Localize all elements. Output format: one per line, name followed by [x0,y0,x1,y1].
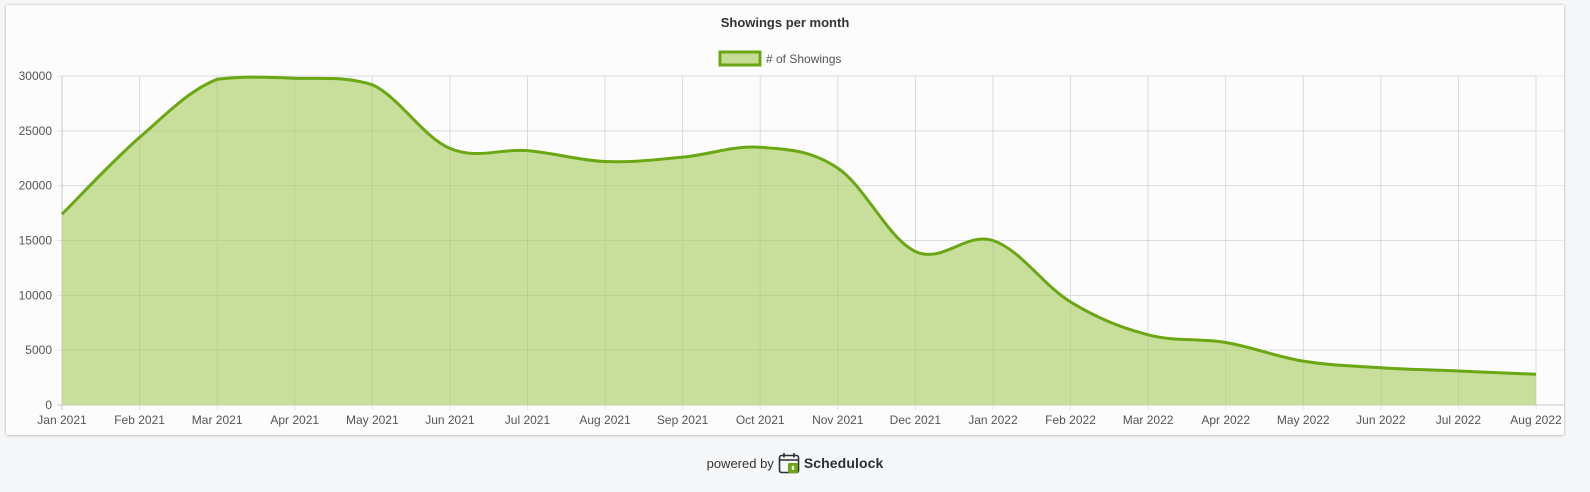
x-tick-label: Jan 2022 [968,413,1018,427]
data-point [447,145,453,151]
x-tick-label: May 2021 [346,413,399,427]
data-point [1068,299,1074,305]
brand-link[interactable]: Schedulock [778,452,884,474]
chart-title: Showings per month [720,15,850,30]
data-point [59,211,65,217]
data-point [137,134,143,140]
y-tick-label: 15000 [19,234,53,248]
x-tick-label: Nov 2021 [812,413,864,427]
x-tick-label: Jan 2021 [37,413,87,427]
area-chart: 0 5000 10000 15000 20000 25000 30000 Jan 2021 Fe… [19,50,1564,427]
x-tick-label: Jul 2022 [1436,413,1482,427]
data-point [602,159,608,165]
data-point [680,154,686,160]
data-point [990,238,996,244]
brand-name: Schedulock [803,455,884,471]
data-point [292,75,298,81]
x-tick-label: Aug 2022 [1510,413,1562,427]
data-point [1145,332,1151,338]
data-point [1300,358,1306,364]
y-tick-label: 5000 [25,343,52,357]
data-point [369,82,375,88]
data-point [524,148,530,154]
x-tick-label: Feb 2022 [1045,413,1096,427]
x-tick-label: Mar 2021 [192,413,243,427]
data-point [835,165,841,171]
data-point [912,248,918,254]
y-tick-label: 25000 [19,124,53,138]
x-tick-label: Dec 2021 [890,413,942,427]
y-tick-label: 30000 [19,69,53,83]
x-tick-label: May 2022 [1277,413,1330,427]
data-point [1533,371,1539,377]
y-tick-label: 10000 [19,288,53,302]
legend-label[interactable]: # of Showings [766,52,841,66]
data-point [1455,368,1461,374]
y-tick-label: 20000 [19,179,53,193]
calendar-lock-icon [778,453,800,474]
data-point [214,76,220,82]
chart-card: Showings per month 0 5000 10000 15000 20000 2… [6,5,1564,435]
data-point [757,144,763,150]
powered-by-text: powered by [706,455,774,471]
x-tick-label: Oct 2021 [736,413,785,427]
x-tick-label: Jul 2021 [505,413,551,427]
footer: powered by Schedulock [0,452,1590,474]
x-tick-label: Apr 2021 [270,413,319,427]
series-line [60,75,1537,376]
x-tick-label: Aug 2021 [579,413,631,427]
x-tick-label: Sep 2021 [657,413,709,427]
series-area [62,77,1536,406]
x-tick-label: Mar 2022 [1123,413,1174,427]
x-tick-label: Apr 2022 [1201,413,1250,427]
x-tick-label: Jun 2022 [1356,413,1406,427]
data-point [1378,365,1384,371]
x-tick-label: Jun 2021 [425,413,475,427]
x-tick-label: Feb 2021 [114,413,165,427]
data-point [1223,339,1229,345]
y-tick-label: 0 [45,398,52,412]
legend-swatch[interactable] [718,50,762,67]
